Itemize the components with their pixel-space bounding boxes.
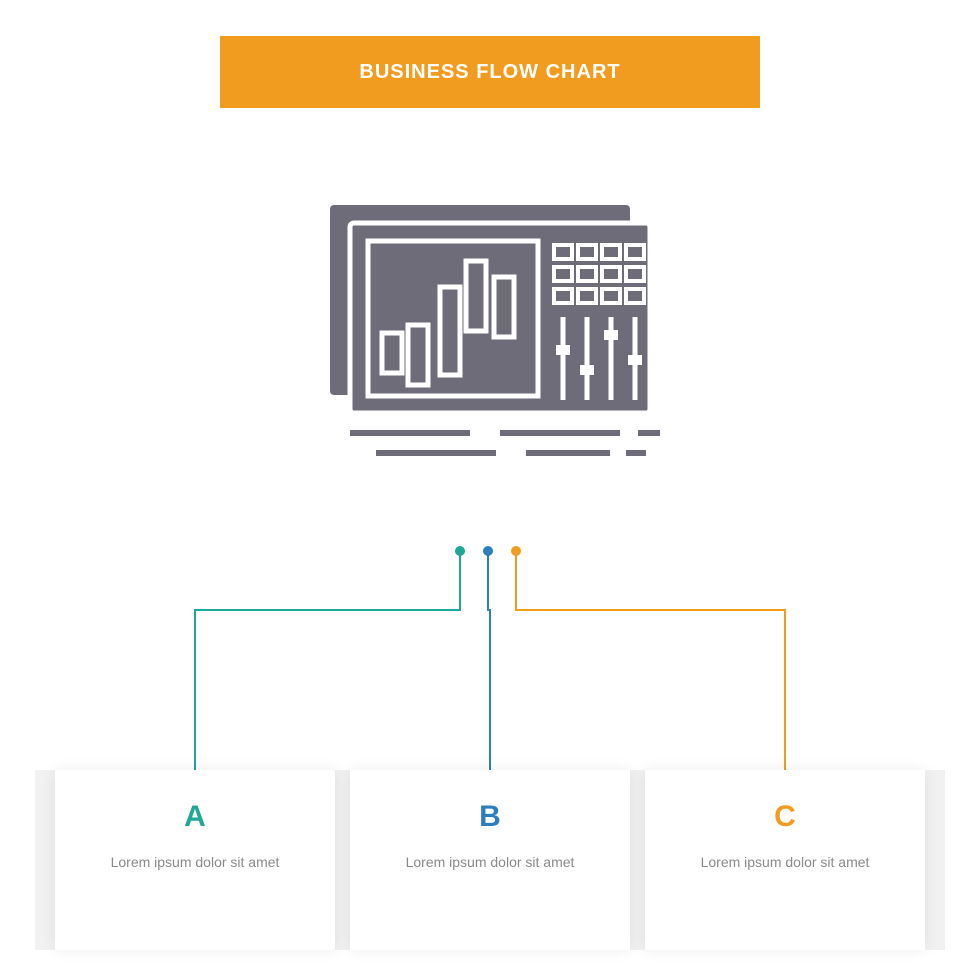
card-letter: A [55, 800, 335, 834]
flow-dots [0, 546, 980, 558]
dashboard-mixer-icon [310, 205, 670, 470]
flow-dot [483, 546, 493, 556]
card-letter: C [645, 800, 925, 834]
title-bar: BUSINESS FLOW CHART [220, 36, 760, 108]
card-description: Lorem ipsum dolor sit amet [645, 852, 925, 873]
card-description: Lorem ipsum dolor sit amet [55, 852, 335, 873]
title-text: BUSINESS FLOW CHART [359, 61, 620, 84]
info-card: B Lorem ipsum dolor sit amet [350, 770, 630, 950]
card-letter: B [350, 800, 630, 834]
card-description: Lorem ipsum dolor sit amet [350, 852, 630, 873]
flow-dot [455, 546, 465, 556]
info-card: C Lorem ipsum dolor sit amet [645, 770, 925, 950]
flow-dot [511, 546, 521, 556]
info-card: A Lorem ipsum dolor sit amet [55, 770, 335, 950]
